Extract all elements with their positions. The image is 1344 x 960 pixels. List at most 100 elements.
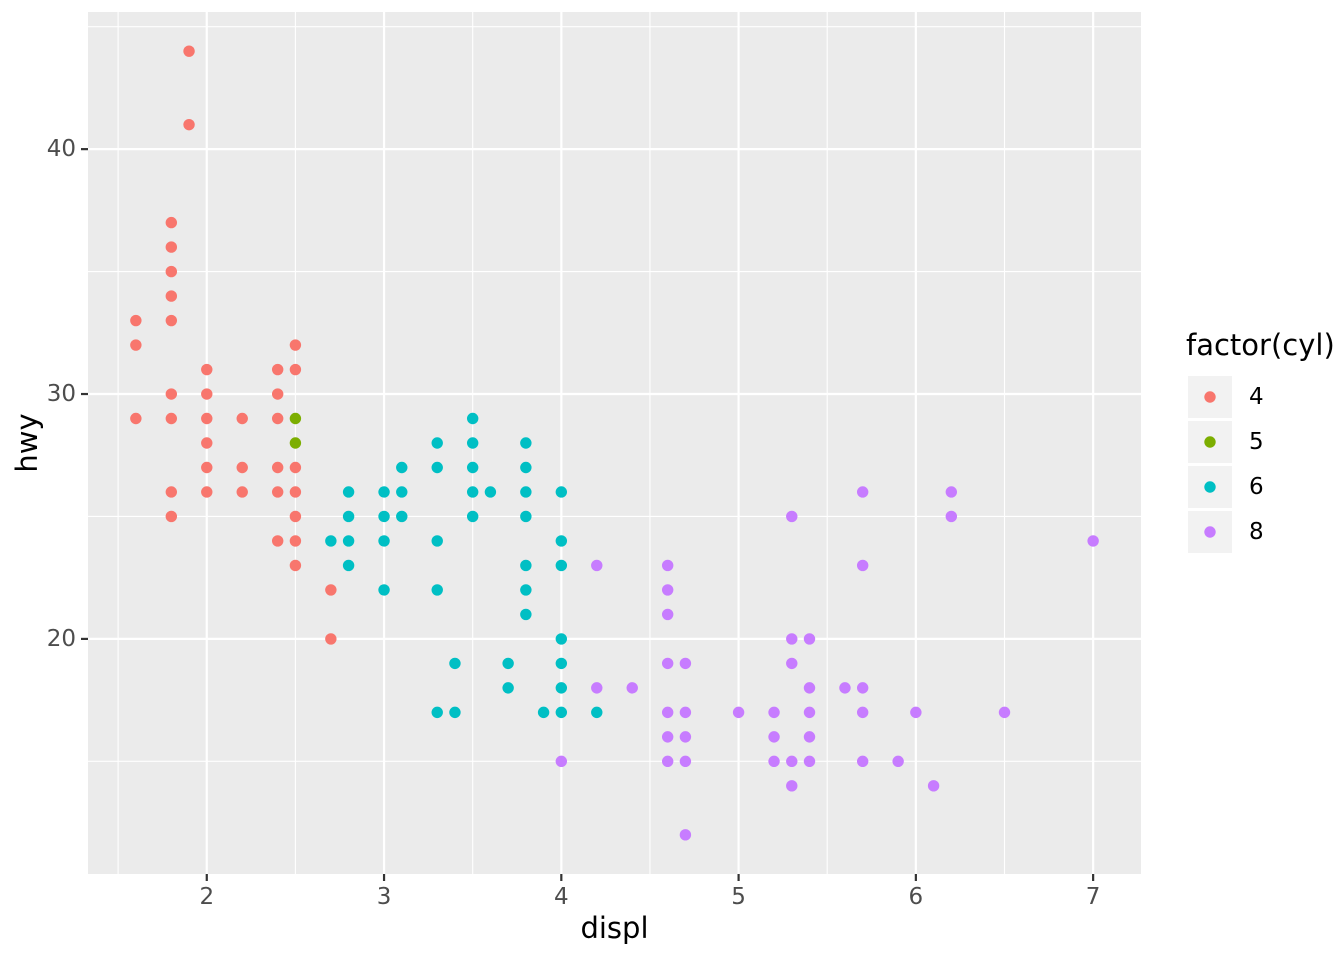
data-point <box>803 706 816 719</box>
data-point <box>165 388 178 400</box>
legend-key-dot-icon <box>1204 526 1216 538</box>
data-point <box>396 486 408 498</box>
data-point <box>484 486 497 498</box>
legend-key: 6 <box>1188 466 1264 508</box>
y-tick-label: 20 <box>46 625 76 652</box>
data-point <box>236 461 248 474</box>
y-tick-label: 30 <box>46 381 76 408</box>
legend-key-swatch <box>1188 511 1232 553</box>
data-point <box>555 633 568 645</box>
data-point <box>271 535 284 547</box>
data-point <box>289 437 302 449</box>
data-point <box>378 535 390 547</box>
legend-title: factor(cyl) <box>1186 328 1335 362</box>
data-point <box>661 731 674 743</box>
data-point <box>271 363 284 376</box>
data-point <box>342 486 355 498</box>
data-point <box>378 486 390 498</box>
data-point <box>325 584 337 596</box>
data-point <box>165 510 178 523</box>
data-point <box>520 584 532 596</box>
y-axis-title: hwy <box>10 413 44 473</box>
data-point <box>201 363 213 376</box>
legend-key-label: 6 <box>1249 474 1264 500</box>
data-point <box>945 486 958 498</box>
data-point <box>661 584 674 596</box>
data-point <box>201 486 213 498</box>
data-point <box>591 559 603 572</box>
data-point <box>325 535 337 547</box>
data-point <box>289 412 302 425</box>
data-point <box>130 314 142 327</box>
data-point <box>165 314 178 327</box>
data-point <box>165 290 178 302</box>
data-point <box>555 486 568 498</box>
data-point <box>768 706 780 719</box>
data-point <box>679 706 692 719</box>
data-point <box>201 412 213 425</box>
data-point <box>1087 535 1099 547</box>
data-point <box>786 657 798 670</box>
panel-background <box>88 12 1141 874</box>
data-point <box>856 755 869 768</box>
data-point <box>342 510 355 523</box>
data-point <box>431 535 443 547</box>
data-point <box>661 657 674 670</box>
data-point <box>201 388 213 400</box>
data-point <box>431 461 443 474</box>
data-point <box>768 755 780 768</box>
legend-key-dot-icon <box>1204 481 1216 493</box>
data-point <box>856 486 869 498</box>
data-point <box>378 510 390 523</box>
data-point <box>466 486 479 498</box>
data-point <box>431 706 443 719</box>
data-point <box>679 829 692 841</box>
data-point <box>396 461 408 474</box>
data-point <box>803 633 816 645</box>
data-point <box>856 559 869 572</box>
data-point <box>466 510 479 523</box>
data-point <box>537 706 550 719</box>
x-tick-label: 6 <box>908 884 924 910</box>
data-point <box>661 755 674 768</box>
data-point <box>431 584 443 596</box>
data-point <box>289 559 302 572</box>
legend-key-dot-icon <box>1204 436 1216 448</box>
x-axis-title: displ <box>580 911 649 945</box>
x-tick-label: 5 <box>731 884 746 910</box>
data-point <box>786 633 798 645</box>
data-point <box>626 682 638 694</box>
data-point <box>555 657 568 670</box>
data-point <box>803 755 816 768</box>
data-point <box>555 706 568 719</box>
data-point <box>520 461 532 474</box>
data-point <box>591 706 603 719</box>
data-point <box>378 584 390 596</box>
data-point <box>289 339 302 351</box>
legend-key-swatch <box>1188 466 1232 508</box>
legend-key: 5 <box>1188 421 1264 463</box>
data-point <box>449 657 461 670</box>
data-point <box>183 45 195 57</box>
data-point <box>679 755 692 768</box>
x-tick-label: 7 <box>1085 884 1101 910</box>
data-point <box>679 731 692 743</box>
data-point <box>130 412 142 425</box>
data-point <box>201 461 213 474</box>
data-point <box>520 559 532 572</box>
legend-key-dot-icon <box>1204 391 1216 403</box>
data-point <box>910 706 922 719</box>
data-point <box>289 510 302 523</box>
data-point <box>555 559 568 572</box>
data-point <box>520 510 532 523</box>
data-point <box>183 118 195 131</box>
legend-key-label: 5 <box>1249 429 1264 455</box>
data-point <box>165 241 178 253</box>
data-point <box>289 535 302 547</box>
data-point <box>289 461 302 474</box>
data-point <box>449 706 461 719</box>
data-point <box>236 486 248 498</box>
x-tick-label: 3 <box>376 884 392 910</box>
